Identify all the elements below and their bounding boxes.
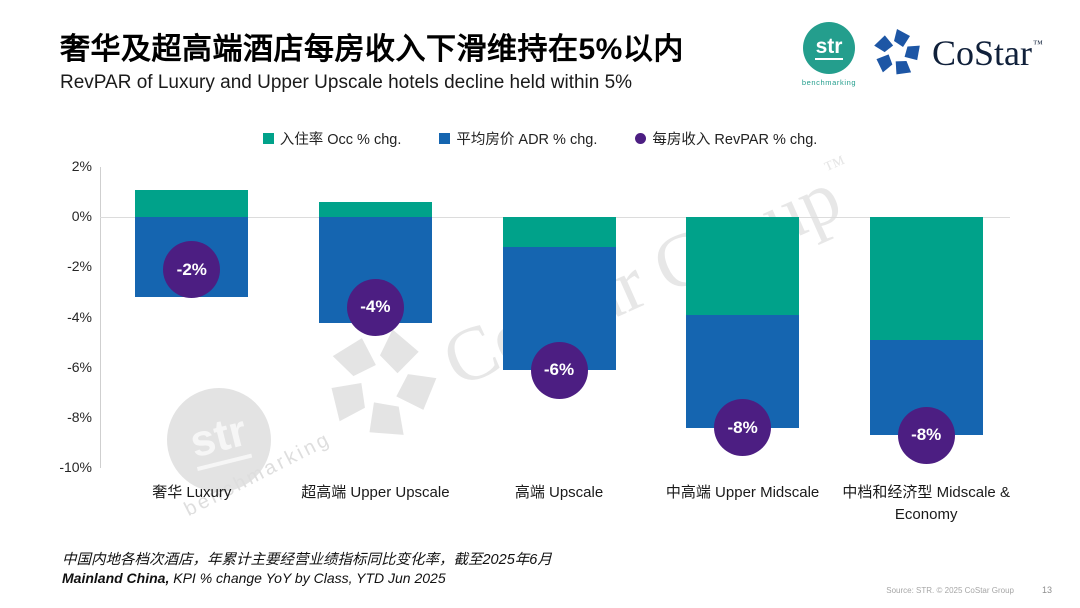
footnote-en-rest: KPI % change YoY by Class, YTD Jun 2025 bbox=[169, 570, 446, 586]
y-axis-tick-label: 0% bbox=[71, 208, 92, 225]
page-subtitle: RevPAR of Luxury and Upper Upscale hotel… bbox=[60, 72, 633, 93]
revpar-marker: -8% bbox=[714, 399, 772, 457]
revpar-marker: -4% bbox=[346, 278, 404, 336]
legend-item-adr: 平均房价 ADR % chg. bbox=[439, 128, 597, 149]
costar-tm: ™ bbox=[1033, 39, 1043, 50]
source-note: Source: STR. © 2025 CoStar Group bbox=[886, 586, 1014, 595]
footnote-en: Mainland China, KPI % change YoY by Clas… bbox=[62, 570, 446, 586]
x-axis-category-label: 高端 Upscale bbox=[514, 484, 604, 501]
str-benchmarking-label: benchmarking bbox=[801, 78, 857, 87]
chart-legend: 入住率 Occ % chg. 平均房价 ADR % chg. 每房收入 RevP… bbox=[0, 128, 1080, 149]
legend-item-occupancy: 入住率 Occ % chg. bbox=[262, 128, 402, 149]
y-axis-line bbox=[100, 167, 101, 468]
footnote-zh: 中国内地各档次酒店，年累计主要经营业绩指标同比变化率，截至2025年6月 bbox=[62, 552, 552, 568]
legend-label-adr: 平均房价 ADR % chg. bbox=[456, 132, 598, 148]
str-logo: str benchmarking bbox=[800, 22, 858, 87]
y-axis-tick-label: -10% bbox=[59, 459, 92, 475]
x-axis-category-label: 超高端 Upper Upscale bbox=[301, 484, 450, 501]
revpar-marker: -6% bbox=[530, 341, 588, 399]
costar-wordmark: CoStar™ bbox=[932, 33, 1043, 73]
y-axis-tick-label: -8% bbox=[67, 408, 92, 425]
page-number: 13 bbox=[1041, 585, 1052, 595]
legend-swatch-adr-icon bbox=[439, 133, 451, 144]
occupancy-bar-segment bbox=[135, 189, 249, 218]
x-axis-category-label: 中档和经济型 Midscale & Economy bbox=[842, 484, 1010, 523]
page-title: 奢华及超高端酒店每房收入下滑维持在5%以内 bbox=[60, 33, 684, 66]
legend-swatch-occupancy-icon bbox=[262, 133, 274, 144]
y-axis-tick-label: 2% bbox=[71, 158, 92, 174]
occupancy-bar-segment bbox=[869, 217, 983, 341]
footnote-en-bold: Mainland China, bbox=[62, 570, 170, 586]
costar-logo: CoStar™ bbox=[872, 28, 1043, 78]
x-axis-category-label: 奢华 Luxury bbox=[152, 484, 232, 501]
legend-item-revpar: 每房收入 RevPAR % chg. bbox=[635, 128, 817, 149]
revpar-marker: -8% bbox=[897, 406, 955, 464]
plot-area: -2% -4% -6% -8% -8% bbox=[100, 167, 1018, 468]
y-axis-tick-label: -4% bbox=[67, 308, 92, 325]
legend-label-occupancy: 入住率 Occ % chg. bbox=[279, 132, 402, 148]
occupancy-bar-segment bbox=[318, 202, 432, 218]
x-axis-category-label: 中高端 Upper Midscale bbox=[665, 484, 820, 501]
str-logo-circle: str bbox=[803, 22, 855, 74]
costar-star-icon bbox=[874, 29, 920, 75]
revpar-marker: -2% bbox=[163, 241, 221, 299]
legend-swatch-revpar-icon bbox=[635, 133, 647, 144]
str-logo-text: str bbox=[814, 35, 844, 61]
occupancy-bar-segment bbox=[502, 217, 616, 248]
occupancy-bar-segment bbox=[686, 217, 800, 315]
y-axis-tick-label: -6% bbox=[67, 358, 92, 375]
y-axis-tick-label: -2% bbox=[67, 258, 92, 275]
legend-label-revpar: 每房收入 RevPAR % chg. bbox=[652, 132, 818, 148]
